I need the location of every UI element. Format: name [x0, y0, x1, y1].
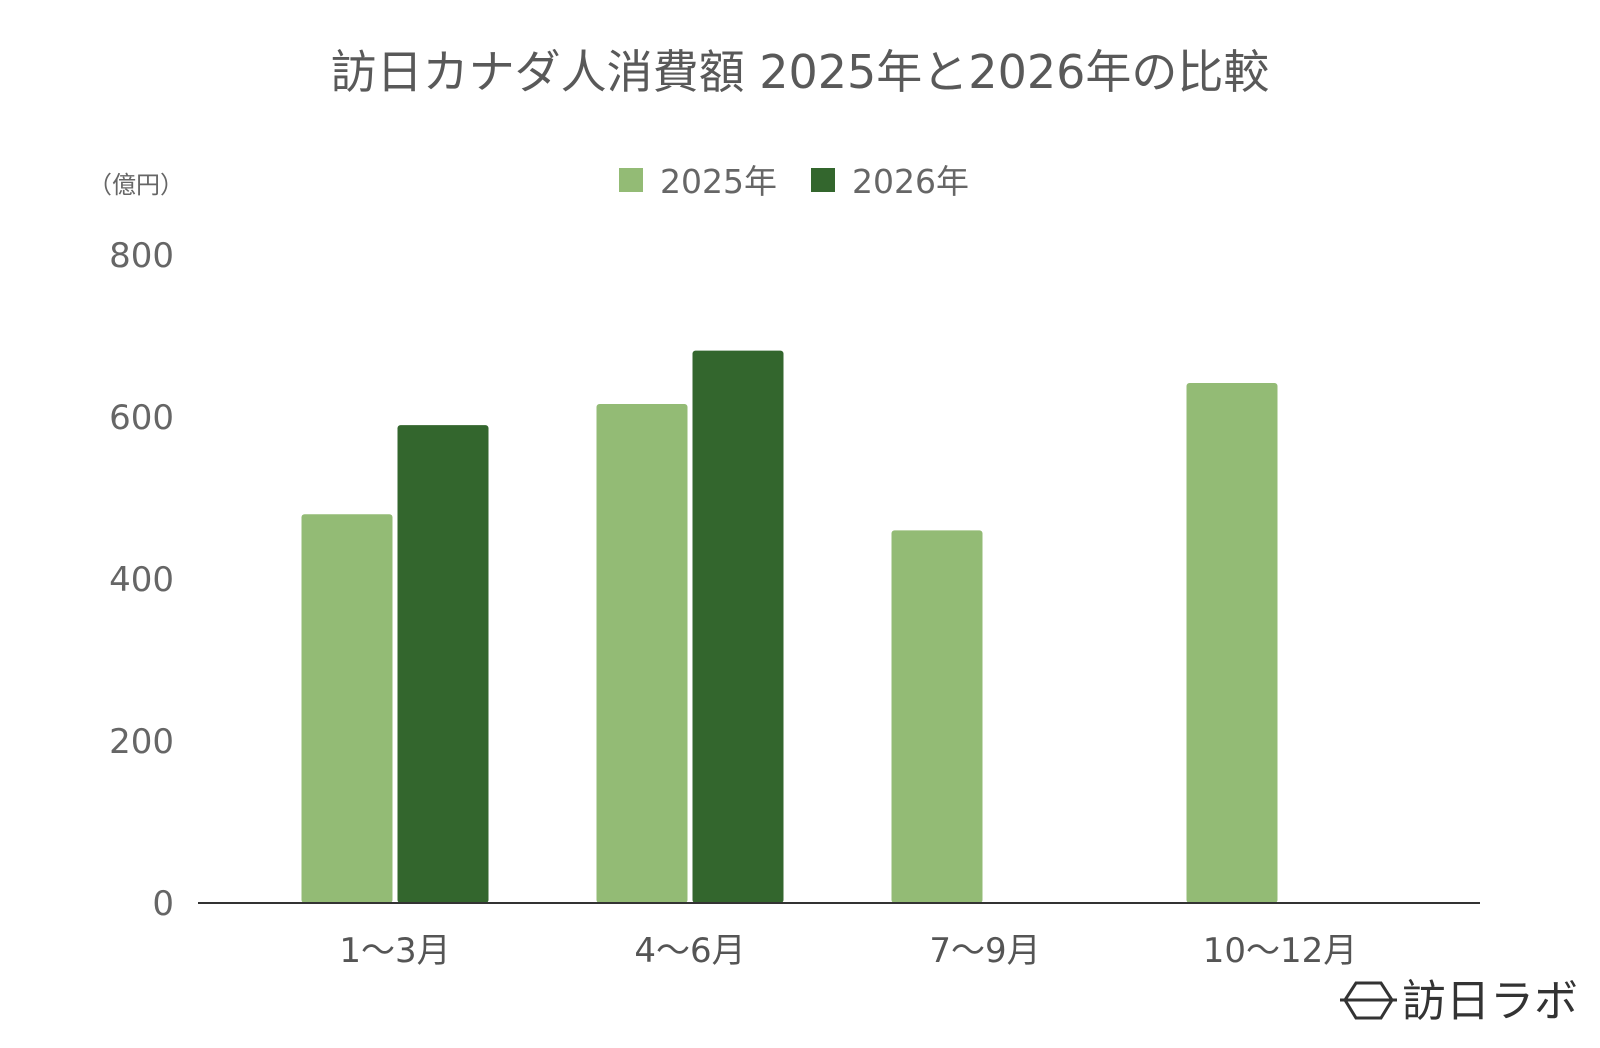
x-category-label: 1〜3月 [339, 931, 450, 971]
y-tick-label: 200 [109, 722, 174, 762]
bar-2025-3 [891, 530, 983, 903]
legend: 2025年 2026年 [619, 162, 969, 201]
x-category-label: 7〜9月 [929, 931, 1040, 971]
legend-label: 2025年 [660, 162, 777, 201]
bar-2026-2 [692, 350, 784, 904]
bar-2025-1 [301, 514, 393, 903]
y-tick-label: 800 [109, 236, 174, 276]
x-axis-labels: 1〜3月 4〜6月 7〜9月 10〜12月 [339, 931, 1357, 971]
y-axis-unit-label: （億円） [88, 171, 184, 199]
y-axis-ticks: 0 200 400 600 800 [109, 236, 174, 924]
y-tick-label: 0 [152, 884, 174, 924]
bar-2025-2 [596, 404, 688, 903]
bar-2025-4 [1186, 382, 1278, 904]
hexagon-logo-icon [1340, 981, 1397, 1020]
bar-2026-1 [397, 425, 489, 903]
legend-swatch [811, 168, 835, 192]
bars [301, 350, 1278, 904]
y-tick-label: 600 [109, 398, 174, 438]
legend-label: 2026年 [852, 162, 969, 201]
brand-logo-text: 訪日ラボ [1402, 976, 1578, 1027]
x-category-label: 4〜6月 [634, 931, 745, 971]
x-category-label: 10〜12月 [1203, 931, 1358, 971]
legend-swatch [619, 168, 643, 192]
brand-logo: 訪日ラボ [1340, 976, 1578, 1027]
chart-title: 訪日カナダ人消費額 2025年と2026年の比較 [331, 45, 1270, 99]
y-tick-label: 400 [109, 560, 174, 600]
